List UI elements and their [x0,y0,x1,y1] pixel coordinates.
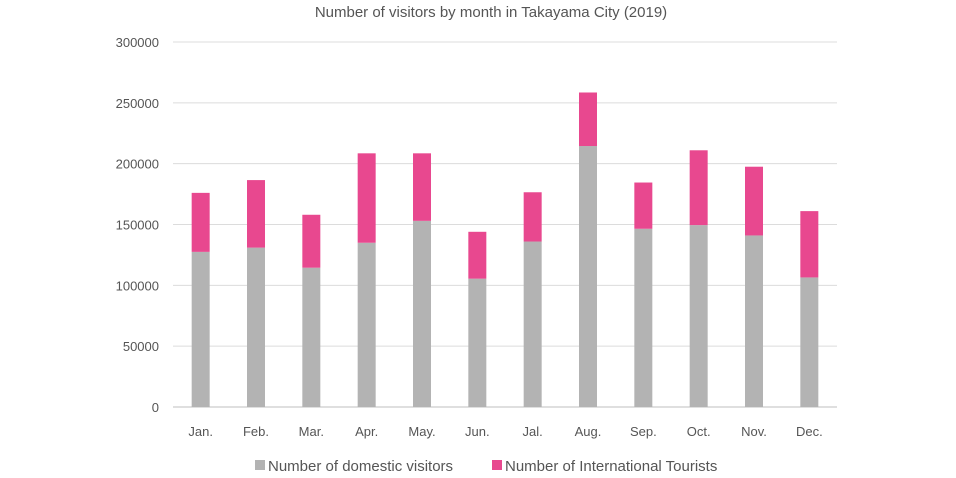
bar-international [634,182,653,229]
bars [191,92,819,407]
bar-domestic [745,235,763,407]
bar-international [579,92,597,147]
y-tick-label: 250000 [116,96,159,111]
bar-domestic [413,220,431,407]
bar-domestic [523,241,542,407]
bar-international [191,192,210,252]
bar-domestic [468,278,487,407]
legend-label-domestic: Number of domestic visitors [268,458,453,475]
x-axis: Jan. Feb. Mar. Apr. May. Jun. Jal. Aug. Sep. Oct.… [188,424,822,439]
bar-international [302,214,321,268]
x-tick-label: Jan. [188,424,213,439]
y-tick-label: 300000 [116,35,159,50]
bar-international [523,192,542,242]
y-tick-label: 0 [152,400,159,415]
bar-domestic [302,267,321,407]
y-tick-label: 50000 [123,339,159,354]
bar-international [800,211,819,278]
bar-domestic [357,242,376,407]
x-tick-label: Dec. [796,424,823,439]
y-tick-label: 150000 [116,218,159,233]
x-tick-label: Nov. [741,424,767,439]
legend-swatch-international [492,460,502,470]
bar-domestic [247,247,265,407]
bar-domestic [191,251,210,407]
y-tick-label: 100000 [116,278,159,293]
bar-international [357,153,376,243]
bar-domestic [689,225,708,407]
y-tick-label: 200000 [116,157,159,172]
x-tick-label: May. [408,424,435,439]
x-tick-label: Feb. [243,424,269,439]
legend-swatch-domestic [255,460,265,470]
bar-international [468,231,487,279]
legend: Number of domestic visitors Number of In… [255,458,717,475]
bar-international [413,153,431,221]
legend-label-international: Number of International Tourists [505,458,717,475]
x-tick-label: Aug. [575,424,602,439]
bar-domestic [800,277,819,407]
x-tick-label: Oct. [687,424,711,439]
chart-title: Number of visitors by month in Takayama … [315,4,667,21]
x-tick-label: Jun. [465,424,490,439]
bar-international [689,150,708,226]
y-axis: 0 50000 100000 150000 200000 250000 300000 [116,35,159,415]
x-tick-label: Jal. [523,424,543,439]
gridlines [173,41,837,408]
x-tick-label: Mar. [299,424,324,439]
bar-domestic [579,146,597,407]
bar-international [745,166,763,236]
x-tick-label: Sep. [630,424,657,439]
bar-international [247,180,265,248]
bar-domestic [634,228,653,407]
x-tick-label: Apr. [355,424,378,439]
